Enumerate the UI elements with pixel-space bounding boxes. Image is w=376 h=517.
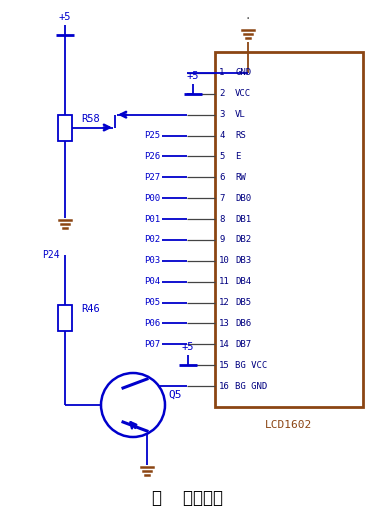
Text: P24: P24 bbox=[42, 250, 60, 260]
Text: DB4: DB4 bbox=[235, 277, 251, 286]
Text: ·: · bbox=[246, 12, 250, 26]
Text: P27: P27 bbox=[144, 173, 160, 182]
Text: 12: 12 bbox=[219, 298, 230, 307]
Text: LCD1602: LCD1602 bbox=[265, 420, 312, 430]
Circle shape bbox=[101, 373, 165, 437]
Text: DB2: DB2 bbox=[235, 235, 251, 245]
Text: BG GND: BG GND bbox=[235, 382, 267, 391]
Text: P05: P05 bbox=[144, 298, 160, 307]
Text: 14: 14 bbox=[219, 340, 230, 349]
Text: E: E bbox=[235, 152, 240, 161]
Text: +5: +5 bbox=[182, 342, 194, 352]
Text: P02: P02 bbox=[144, 235, 160, 245]
Text: R58: R58 bbox=[81, 114, 100, 125]
Text: 7: 7 bbox=[219, 194, 224, 203]
Bar bbox=[58, 305, 72, 330]
Text: 图    显示电路: 图 显示电路 bbox=[153, 489, 223, 507]
Text: RS: RS bbox=[235, 131, 246, 140]
Text: GND: GND bbox=[235, 68, 251, 78]
Text: P00: P00 bbox=[144, 194, 160, 203]
Text: BG VCC: BG VCC bbox=[235, 361, 267, 370]
Text: 1: 1 bbox=[219, 68, 224, 78]
Text: Q5: Q5 bbox=[168, 390, 182, 400]
Text: 2: 2 bbox=[219, 89, 224, 98]
Text: VL: VL bbox=[235, 110, 246, 119]
Text: P07: P07 bbox=[144, 340, 160, 349]
Bar bbox=[215, 52, 363, 407]
Text: DB7: DB7 bbox=[235, 340, 251, 349]
Text: 8: 8 bbox=[219, 215, 224, 223]
Text: DB5: DB5 bbox=[235, 298, 251, 307]
Text: 13: 13 bbox=[219, 319, 230, 328]
Text: DB6: DB6 bbox=[235, 319, 251, 328]
Text: R46: R46 bbox=[81, 305, 100, 314]
Text: 11: 11 bbox=[219, 277, 230, 286]
Text: DB0: DB0 bbox=[235, 194, 251, 203]
Text: P03: P03 bbox=[144, 256, 160, 265]
Text: P26: P26 bbox=[144, 152, 160, 161]
Text: P25: P25 bbox=[144, 131, 160, 140]
Text: 9: 9 bbox=[219, 235, 224, 245]
Text: 16: 16 bbox=[219, 382, 230, 391]
Bar bbox=[58, 114, 72, 141]
Text: +5: +5 bbox=[187, 71, 199, 81]
Text: P01: P01 bbox=[144, 215, 160, 223]
Text: 4: 4 bbox=[219, 131, 224, 140]
Text: +5: +5 bbox=[59, 12, 71, 22]
Text: 6: 6 bbox=[219, 173, 224, 182]
Text: RW: RW bbox=[235, 173, 246, 182]
Text: P04: P04 bbox=[144, 277, 160, 286]
Text: VCC: VCC bbox=[235, 89, 251, 98]
Text: 15: 15 bbox=[219, 361, 230, 370]
Text: DB1: DB1 bbox=[235, 215, 251, 223]
Text: DB3: DB3 bbox=[235, 256, 251, 265]
Text: 3: 3 bbox=[219, 110, 224, 119]
Text: 5: 5 bbox=[219, 152, 224, 161]
Text: P06: P06 bbox=[144, 319, 160, 328]
Text: 10: 10 bbox=[219, 256, 230, 265]
